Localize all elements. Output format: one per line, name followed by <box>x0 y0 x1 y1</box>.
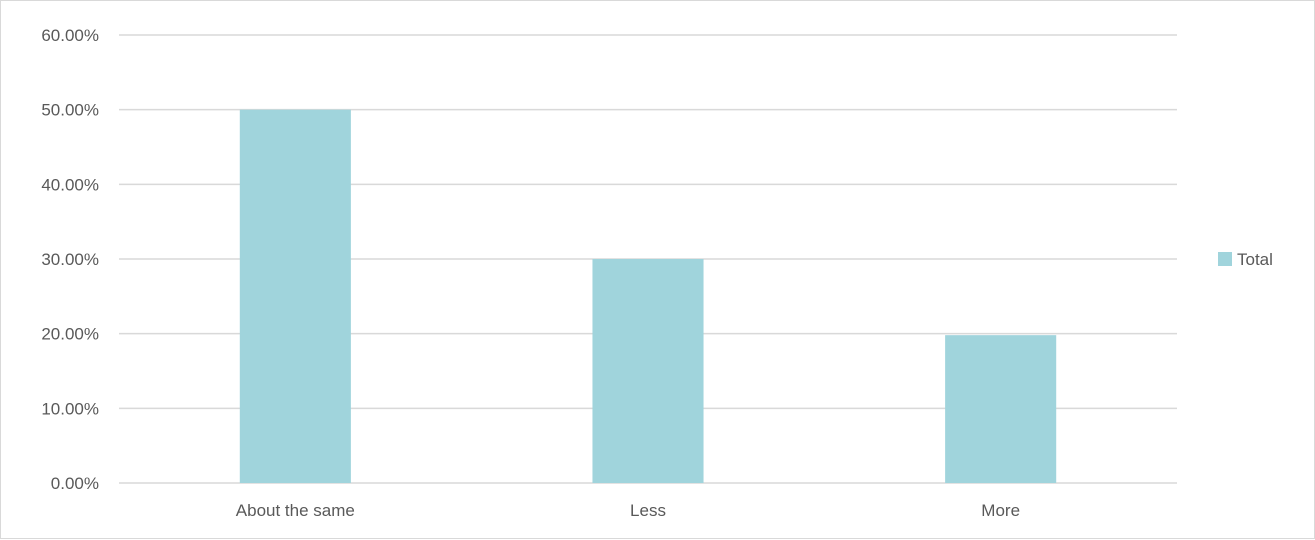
x-tick-label: More <box>981 501 1020 520</box>
y-tick-label: 10.00% <box>41 399 99 418</box>
legend: Total <box>1218 250 1273 269</box>
bar-more <box>945 335 1057 483</box>
bars <box>239 109 1057 484</box>
x-tick-label: Less <box>630 501 666 520</box>
legend-swatch <box>1218 252 1232 266</box>
y-axis-ticks: 0.00% 10.00% 20.00% 30.00% 40.00% 50.00% 60.00… <box>41 26 99 493</box>
x-tick-label: About the same <box>236 501 355 520</box>
y-tick-label: 20.00% <box>41 325 99 344</box>
y-tick-label: 40.00% <box>41 175 99 194</box>
y-tick-label: 50.00% <box>41 101 99 120</box>
y-tick-label: 0.00% <box>51 474 99 493</box>
y-tick-label: 30.00% <box>41 250 99 269</box>
bar-about-the-same <box>239 109 351 484</box>
x-axis-ticks: About the same Less More <box>236 501 1020 520</box>
bar-less <box>592 259 704 483</box>
legend-label: Total <box>1237 250 1273 269</box>
y-tick-label: 60.00% <box>41 26 99 45</box>
